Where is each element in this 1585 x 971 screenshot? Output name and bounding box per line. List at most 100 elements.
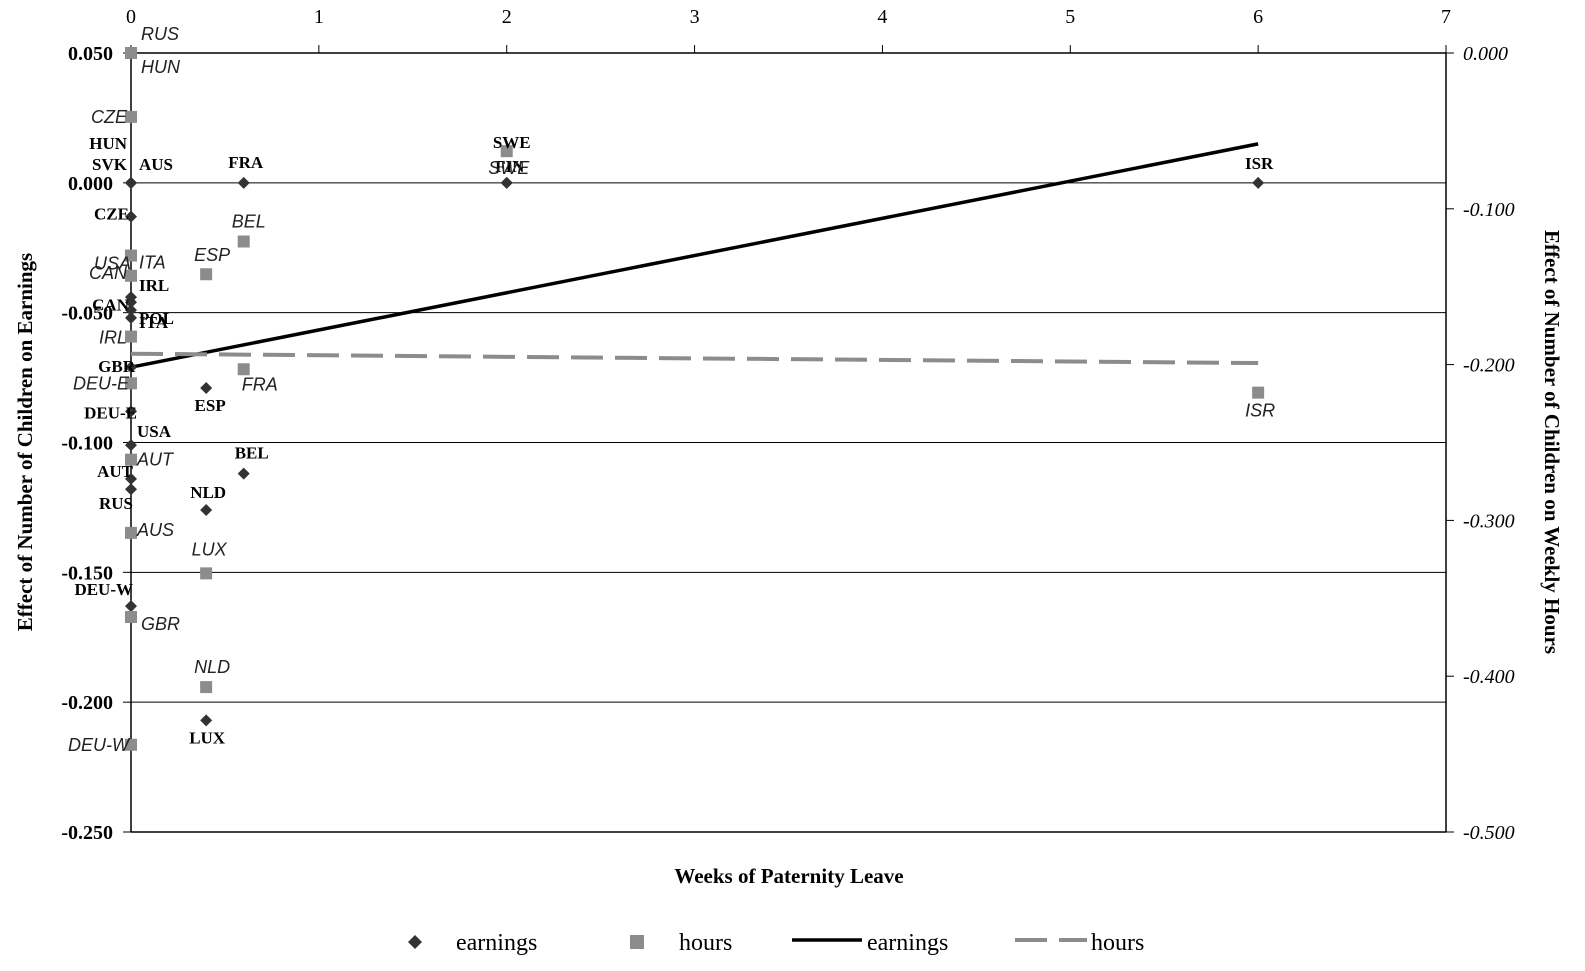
y-left-tick-label: -0.100: [61, 433, 113, 455]
point-earnings-aut: [125, 472, 137, 485]
point-hours-can: [125, 269, 137, 282]
point-earnings-cze: [125, 210, 137, 223]
point-earnings-rus: [125, 483, 137, 496]
x-tick-label: 5: [1065, 6, 1075, 28]
point-earnings-fin: [500, 176, 513, 189]
legend-label-earnings-line: earnings: [867, 930, 948, 956]
point-earnings-gbr: [125, 361, 137, 374]
label-hours-isr: ISR: [1245, 401, 1275, 421]
point-hours-nld: [200, 681, 213, 694]
y-left-tick-label: -0.050: [61, 303, 113, 325]
x-tick-label: 4: [877, 6, 887, 28]
label-earnings-deu-e: DEU-E: [84, 403, 137, 422]
point-hours-gbr: [125, 610, 137, 623]
label-hours-can: CAN: [89, 263, 128, 283]
label-hours-deu-w: DEU-W: [68, 735, 131, 755]
label-hours-irl: IRL: [99, 328, 127, 348]
y-right-tick-label: -0.300: [1463, 510, 1515, 532]
label-earnings-swe: SWE: [493, 133, 531, 152]
trendline-hours: [130, 351, 1259, 366]
point-earnings-isr: [1252, 176, 1265, 189]
label-hours-ita: ITA: [139, 253, 166, 273]
point-earnings-pol: [125, 304, 137, 317]
label-earnings-aus: AUS: [139, 155, 173, 174]
label-hours-swe: SWE: [488, 158, 530, 178]
label-earnings-usa: USA: [137, 422, 172, 441]
label-hours-nld: NLD: [194, 657, 230, 677]
label-earnings-hun: HUN: [89, 134, 128, 153]
label-earnings-cze: CZE: [94, 205, 129, 224]
x-axis-title: Weeks of Paternity Leave: [674, 864, 903, 888]
y-axis-right-title: Effect of Number of Children on Weekly H…: [1540, 230, 1564, 654]
point-earnings-fra: [237, 176, 250, 189]
point-earnings-ita: [125, 311, 137, 324]
label-earnings-gbr: GBR: [98, 357, 136, 376]
x-tick-label: 6: [1253, 6, 1263, 28]
label-earnings-fin: FIN: [495, 157, 525, 176]
point-earnings-esp: [200, 381, 213, 394]
point-earnings-aus: [125, 176, 137, 189]
label-hours-fra: FRA: [242, 374, 278, 394]
point-earnings-deu-w: [125, 600, 137, 613]
label-earnings-can: CAN: [92, 295, 130, 314]
point-earnings-bel: [237, 467, 250, 480]
y-left-tick-label: -0.200: [61, 692, 113, 714]
x-tick-label: 1: [314, 6, 324, 28]
label-earnings-rus: RUS: [99, 494, 133, 513]
point-hours-cze: [125, 110, 137, 123]
label-hours-aut: AUT: [136, 450, 175, 470]
label-hours-deu-e: DEU-E: [73, 373, 130, 393]
label-hours-bel: BEL: [232, 212, 266, 232]
label-earnings-lux: LUX: [189, 728, 226, 747]
point-earnings-lux: [200, 714, 213, 727]
label-earnings-esp: ESP: [195, 396, 226, 415]
point-hours-esp: [200, 268, 213, 281]
legend-label-hours-points: hours: [679, 930, 732, 956]
legend: earnings hours earnings hours: [408, 930, 1144, 956]
point-earnings-nld: [200, 504, 213, 517]
legend-marker-hours: [630, 935, 644, 949]
point-hours-swe: [500, 145, 513, 158]
label-earnings-fra: FRA: [228, 153, 264, 172]
label-earnings-pol: POL: [139, 309, 174, 328]
y-right-tick-label: 0.000: [1463, 43, 1508, 65]
label-hours-aus: AUS: [136, 520, 174, 540]
label-hours-cze: CZE: [91, 107, 128, 127]
label-hours-hun: HUN: [141, 57, 181, 77]
legend-label-hours-line: hours: [1091, 930, 1144, 956]
x-tick-label: 7: [1441, 6, 1451, 28]
y-left-tick-label: 0.000: [68, 173, 113, 195]
label-earnings-isr: ISR: [1245, 154, 1274, 173]
point-hours-fra: [237, 363, 250, 376]
y-right-tick-label: -0.200: [1463, 355, 1515, 377]
label-earnings-deu-w: DEU-W: [74, 580, 133, 599]
point-hours-irl: [125, 330, 137, 343]
label-earnings-irl: IRL: [139, 276, 169, 295]
y-right-tick-label: -0.400: [1463, 666, 1515, 688]
trendlines: [130, 142, 1259, 369]
point-hours-isr: [1252, 386, 1265, 399]
point-hours-deu-e: [125, 377, 137, 390]
ticks: 0 1 2 3 4 5 6 7 0.050 0.000 -0.050 -0.100 -0.150 -0.2…: [61, 6, 1514, 844]
x-tick-label: 0: [126, 6, 136, 28]
y-left-tick-label: 0.050: [68, 43, 113, 65]
label-earnings-ita: ITA: [139, 313, 169, 332]
point-hours-aut: [125, 453, 137, 466]
legend-marker-earnings: [408, 935, 422, 949]
label-hours-lux: LUX: [192, 539, 228, 559]
y-right-tick-label: -0.500: [1463, 822, 1515, 844]
label-hours-rus: RUS: [141, 24, 179, 44]
x-tick-label: 2: [502, 6, 512, 28]
legend-label-earnings-points: earnings: [456, 930, 537, 956]
y-left-tick-label: -0.150: [61, 562, 113, 584]
label-earnings-svk: SVK: [92, 155, 128, 174]
point-earnings-can: [125, 296, 137, 309]
data-points: [125, 47, 1265, 751]
label-hours-gbr: GBR: [141, 614, 180, 634]
point-earnings-deu-e: [125, 405, 137, 418]
point-hours-deu-w: [125, 738, 137, 751]
point-hours-hun: [125, 47, 137, 59]
point-hours-ita: [125, 249, 137, 262]
y-axis-left-title: Effect of Number of Children on Earnings: [13, 253, 37, 631]
y-right-tick-label: -0.100: [1463, 199, 1515, 221]
